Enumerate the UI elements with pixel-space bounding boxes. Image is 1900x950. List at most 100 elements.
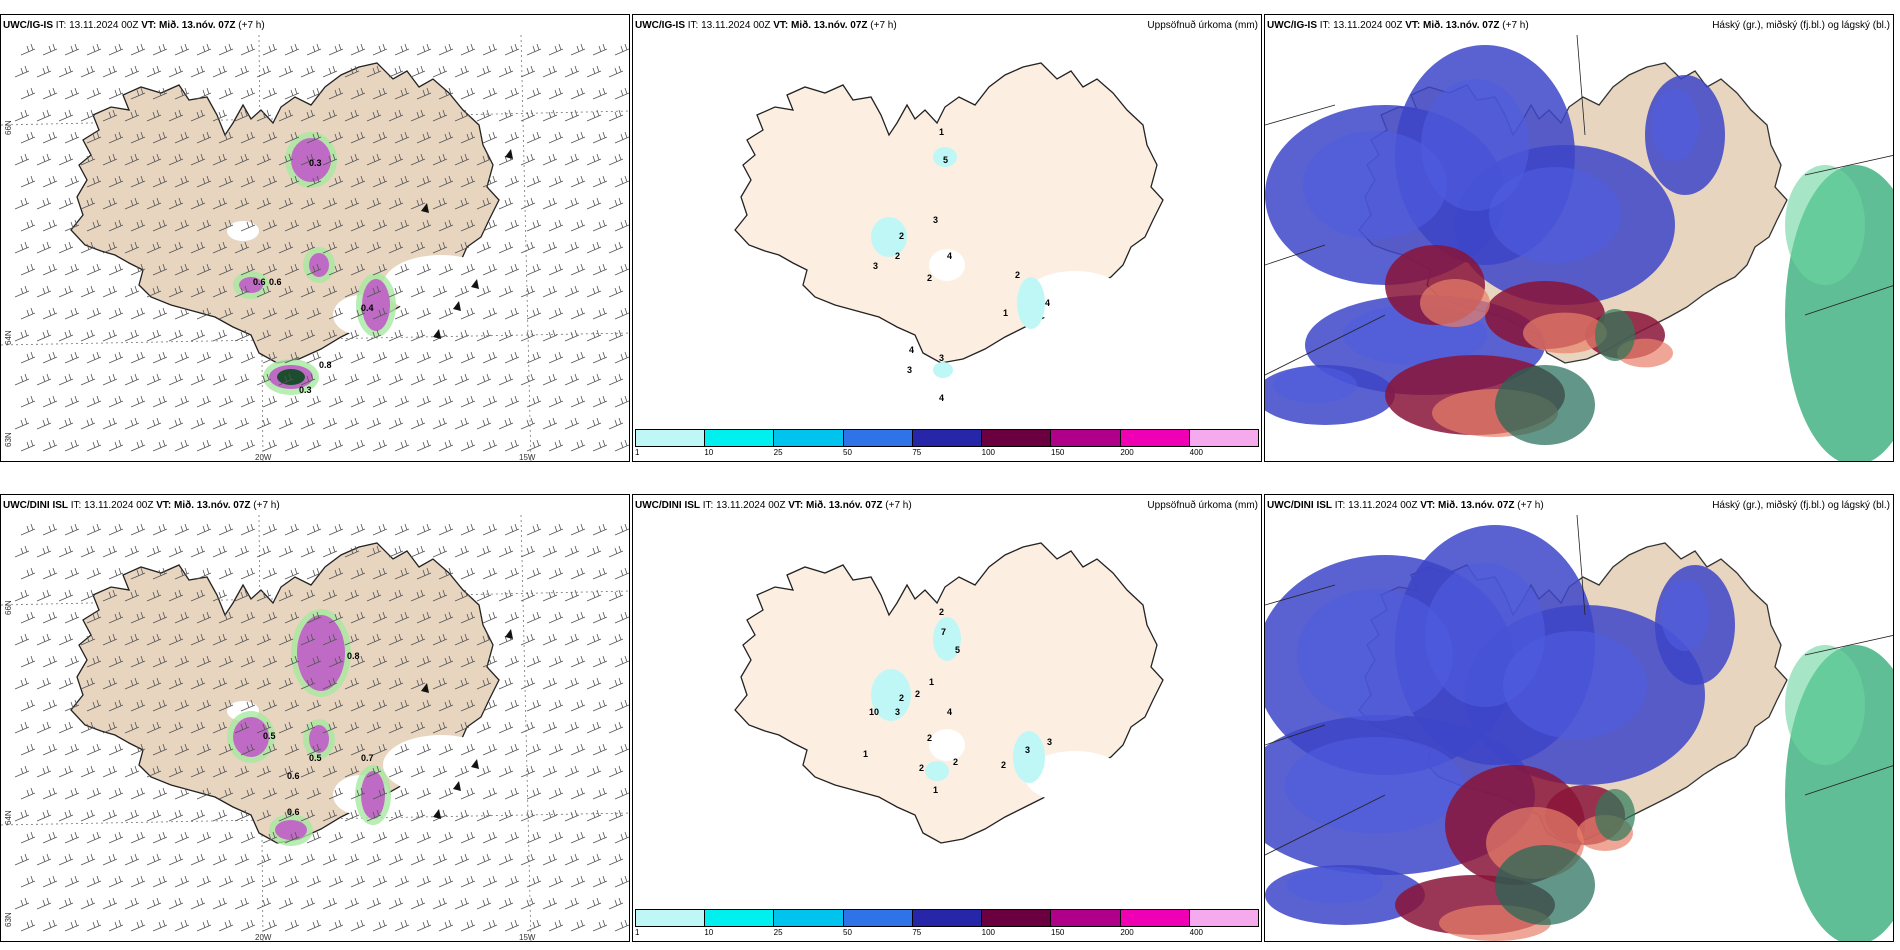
precip-area [925,761,949,781]
wind-barb [146,417,162,430]
wind-barb [454,109,470,122]
wind-barb [278,65,294,78]
colorbar-swatch [1120,430,1190,446]
wind-barb [454,329,470,342]
wind-barb [432,545,448,558]
wind-barb [262,219,278,232]
wind-barb [504,743,520,756]
precip-value: 4 [1045,298,1051,308]
longitude-line [520,34,532,461]
wind-barb [256,197,272,210]
wind-barb [130,395,146,408]
wind-barb [350,263,366,276]
wind-barb [416,439,432,452]
wind-barb [124,589,140,602]
panel-title: UWC/IG-IS IT: 13.11.2024 00Z VT: Mið. 13… [635,20,897,31]
wind-barb [256,109,272,122]
wind-barb [256,677,272,690]
wind-barb [476,545,492,558]
panel-precip-igis[interactable]: UWC/IG-IS IT: 13.11.2024 00Z VT: Mið. 13… [632,14,1262,462]
wind-barb [592,743,608,756]
wind-barb [212,153,228,166]
wind-barb [498,241,514,254]
wind-barb [366,853,382,866]
wind-barb [80,153,96,166]
wind-barb [564,589,580,602]
wind-barb [42,743,58,756]
wind-barb [586,197,602,210]
wind-barb [372,263,388,276]
wind-barb [476,285,492,298]
wind-barb [570,395,586,408]
wind-barb [306,307,322,320]
wind-barb [476,65,492,78]
wind-barb [416,263,432,276]
wind-barb [592,787,608,800]
wind-barb [366,285,382,298]
wind-barb [350,919,366,932]
wind-barb [394,743,410,756]
panel-clouds-igis[interactable]: UWC/IG-IS IT: 13.11.2024 00Z VT: Mið. 13… [1264,14,1894,462]
wind-barb [168,417,184,430]
panel-precip-dini[interactable]: UWC/DINI ISL IT: 13.11.2024 00Z VT: Mið.… [632,494,1262,942]
wind-barb [58,417,74,430]
panel-wind-igis[interactable]: UWC/IG-IS IT: 13.11.2024 00Z VT: Mið. 13… [0,14,630,462]
wind-barb [14,677,30,690]
colorbar-swatch [1051,910,1121,926]
wind-barb [328,743,344,756]
wind-barb [548,307,564,320]
wind-barb [564,721,580,734]
wind-barb [438,831,454,844]
wind-barb [460,875,476,888]
wind-barb [564,417,580,430]
wind-barb [564,241,580,254]
lat-label: 66N [4,600,13,615]
wind-value: 0.3 [299,385,312,395]
wind-barb [86,787,102,800]
wind-barb [300,153,316,166]
wind-barb [328,263,344,276]
wind-barb [278,677,294,690]
wind-barb [240,567,256,580]
wind-barb [322,373,338,386]
wind-barb [36,197,52,210]
wind-barb [454,677,470,690]
wind-barb [218,523,234,536]
wind-barb [504,439,520,452]
wind-barb [168,329,184,342]
wind-barb [130,87,146,100]
wind-barb [240,875,256,888]
wind-barb [438,523,454,536]
wind-barb [366,765,382,778]
wind-barb [278,109,294,122]
wind-barb [58,153,74,166]
front-marker [505,149,513,159]
wind-barb [130,263,146,276]
panel-wind-dini[interactable]: UWC/DINI ISL IT: 13.11.2024 00Z VT: Mið.… [0,494,630,942]
wind-barb [328,919,344,932]
wind-barb [410,417,426,430]
wind-barb [416,875,432,888]
wind-value: 0.6 [287,807,300,817]
wind-barb [460,743,476,756]
wind-barb [608,329,624,342]
wind-barb [504,263,520,276]
wind-barb [504,395,520,408]
wind-barb [614,87,629,100]
wind-barb [234,589,250,602]
wind-barb [526,567,542,580]
colorbar-swatch [843,910,913,926]
wind-barb [366,545,382,558]
wind-barb [542,329,558,342]
wind-barb [234,721,250,734]
wind-barb [564,545,580,558]
low-cloud [1273,367,1357,403]
colorbar-tick: 75 [912,928,922,937]
wind-barb [278,241,294,254]
panel-clouds-dini[interactable]: UWC/DINI ISL IT: 13.11.2024 00Z VT: Mið.… [1264,494,1894,942]
wind-barb [592,919,608,932]
wind-barb [476,373,492,386]
wind-barb [284,523,300,536]
wind-barb [256,329,272,342]
wind-barb [520,809,536,822]
